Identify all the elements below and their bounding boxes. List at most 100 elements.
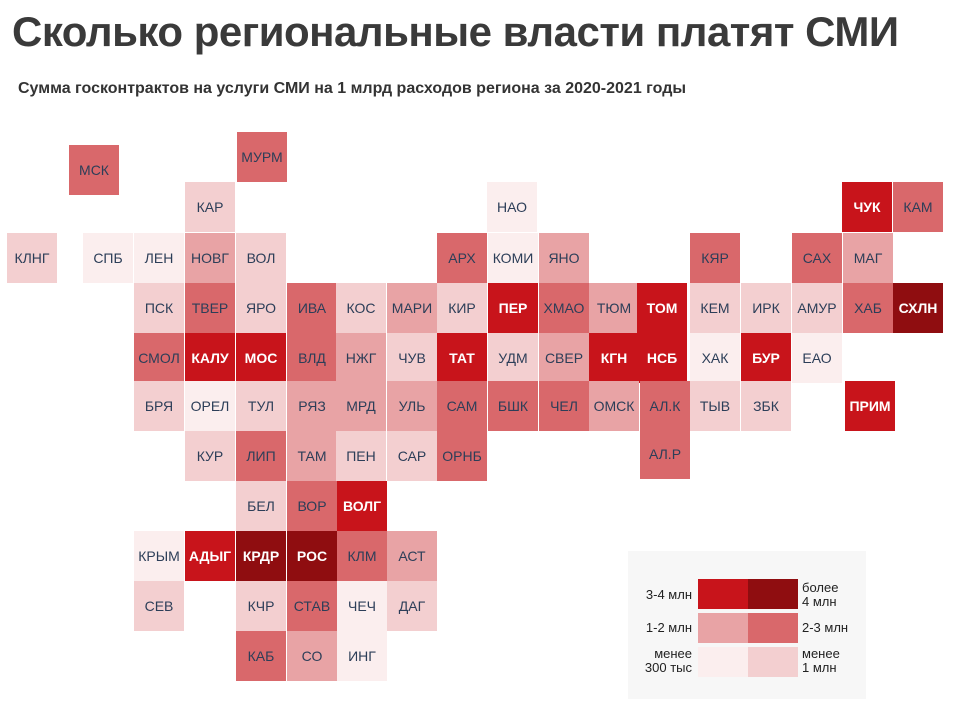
region-tile-tyum: ТЮМ — [589, 283, 639, 333]
region-label: КОС — [346, 300, 376, 316]
region-tile-psk: ПСК — [134, 283, 184, 333]
region-tile-udm: УДМ — [488, 333, 538, 383]
region-label: СЕВ — [144, 598, 174, 614]
region-label: ЕАО — [802, 350, 832, 366]
region-label: ОРНБ — [442, 448, 482, 464]
region-label: МРД — [346, 398, 376, 414]
region-label: КЯР — [701, 250, 729, 266]
region-label: МОС — [244, 350, 278, 366]
region-label: КГН — [600, 350, 628, 366]
region-tile-zbk: ЗБК — [741, 381, 791, 431]
region-tile-vol: ВОЛ — [236, 233, 286, 283]
region-tile-spb: СПБ — [83, 233, 133, 283]
region-label: ХМАО — [543, 300, 585, 316]
region-tile-bshk: БШК — [488, 381, 538, 431]
region-tile-sah: САХ — [792, 233, 842, 283]
region-tile-amur: АМУР — [792, 283, 842, 333]
region-label: МАГ — [853, 250, 883, 266]
region-tile-vor: ВОР — [287, 481, 337, 531]
region-label: МАРИ — [391, 300, 433, 316]
region-tile-tom: ТОМ — [637, 283, 687, 333]
region-label: ЧЕЧ — [348, 598, 376, 614]
color-legend: 3-4 млн более 4 млн 1-2 млн 2-3 млн мене… — [628, 551, 866, 699]
region-label: БУР — [752, 350, 780, 366]
region-label: НАО — [496, 199, 528, 215]
legend-label-less-300-line1: менее — [654, 646, 692, 661]
legend-label-less-1-line2: 1 млн — [802, 660, 837, 675]
legend-label-more-4-line1: более — [802, 580, 839, 595]
region-tile-chuk: ЧУК — [842, 182, 892, 232]
region-tile-ryaz: РЯЗ — [287, 381, 337, 431]
region-tile-omsk: ОМСК — [589, 381, 639, 431]
region-label: КЧР — [247, 598, 275, 614]
region-tile-tul: ТУЛ — [236, 381, 286, 431]
legend-label-more-4-line2: 4 млн — [802, 594, 837, 609]
region-label: КОМИ — [492, 250, 534, 266]
region-tile-kir: КИР — [437, 283, 487, 333]
region-label: КАБ — [247, 648, 275, 664]
region-tile-orel: ОРЕЛ — [185, 381, 235, 431]
region-tile-kem: КЕМ — [690, 283, 740, 333]
region-tile-krdr: КРДР — [236, 531, 286, 581]
region-tile-krym: КРЫМ — [134, 531, 184, 581]
region-tile-yaro: ЯРО — [236, 283, 286, 333]
region-label: СТАВ — [293, 598, 331, 614]
region-label: КЛНГ — [14, 250, 50, 266]
region-label: БШК — [497, 398, 529, 414]
region-tile-tat: ТАТ — [437, 333, 487, 383]
region-label: ВОЛ — [246, 250, 276, 266]
region-tile-sam: САМ — [437, 381, 487, 431]
region-tile-hab: ХАБ — [843, 283, 893, 333]
region-tile-sver: СВЕР — [539, 333, 589, 383]
region-label: КРЫМ — [138, 548, 180, 564]
legend-label-less-1: менее 1 млн — [802, 647, 840, 675]
region-tile-tyv: ТЫВ — [690, 381, 740, 431]
region-tile-murm: МУРМ — [237, 132, 287, 182]
region-tile-kchr: КЧР — [236, 581, 286, 631]
region-tile-ul: УЛЬ — [387, 381, 437, 431]
legend-label-more-4: более 4 млн — [802, 581, 838, 609]
region-label: КУР — [196, 448, 224, 464]
region-label: ПСК — [144, 300, 174, 316]
legend-label-less-300-line2: 300 тыс — [644, 660, 692, 675]
region-tile-irk: ИРК — [741, 283, 791, 333]
region-label: ТОМ — [646, 300, 678, 316]
region-tile-shln: СХЛН — [893, 283, 943, 333]
region-label: НЖГ — [345, 350, 377, 366]
region-tile-lip: ЛИП — [236, 431, 286, 481]
region-tile-iva: ИВА — [287, 283, 337, 333]
region-tile-alr: АЛ.Р — [640, 429, 690, 479]
region-label: ИНГ — [348, 648, 376, 664]
region-tile-novg: НОВГ — [185, 233, 235, 283]
region-label: ОРЕЛ — [190, 398, 230, 414]
region-tile-sev: СЕВ — [134, 581, 184, 631]
region-label: САМ — [446, 398, 478, 414]
region-tile-chel: ЧЕЛ — [539, 381, 589, 431]
region-label: ТАМ — [297, 448, 327, 464]
region-tile-chuv: ЧУВ — [387, 333, 437, 383]
region-label: МСК — [79, 162, 109, 178]
legend-label-1-2: 1-2 млн — [645, 620, 692, 635]
region-label: ВОЛГ — [342, 498, 382, 514]
region-tile-nao: НАО — [487, 182, 537, 232]
region-tile-so: СО — [287, 631, 337, 681]
region-tile-brya: БРЯ — [134, 381, 184, 431]
region-label: ПЕН — [346, 448, 376, 464]
region-label: ТУЛ — [247, 398, 275, 414]
region-tile-chech: ЧЕЧ — [337, 581, 387, 631]
region-label: СПБ — [93, 250, 123, 266]
region-tile-hmao: ХМАО — [539, 283, 589, 333]
region-label: КРДР — [242, 548, 280, 564]
region-label: УДМ — [498, 350, 528, 366]
region-tile-tam: ТАМ — [287, 431, 337, 481]
region-label: ИРК — [752, 300, 780, 316]
region-label: ЧУВ — [398, 350, 426, 366]
region-tile-kos: КОС — [336, 283, 386, 333]
region-label: НСБ — [646, 350, 678, 366]
region-tile-hak: ХАК — [690, 333, 740, 383]
legend-label-2-3: 2-3 млн — [802, 620, 849, 635]
region-tile-mag: МАГ — [843, 233, 893, 283]
region-tile-bur: БУР — [741, 333, 791, 383]
region-label: АЛ.Р — [648, 446, 682, 462]
